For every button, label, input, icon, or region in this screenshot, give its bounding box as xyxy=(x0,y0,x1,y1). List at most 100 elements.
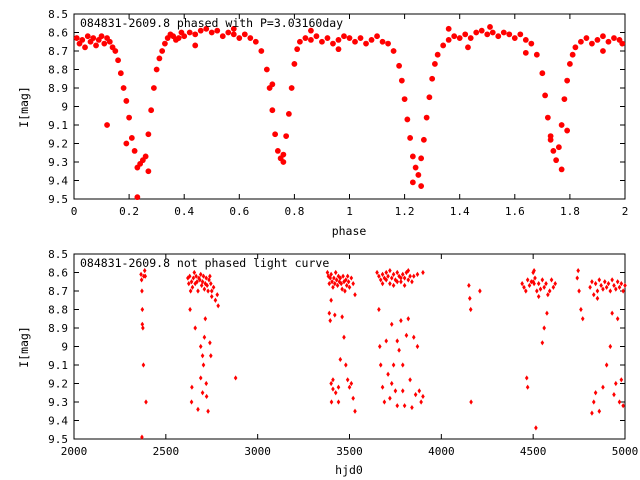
data-point xyxy=(564,77,571,84)
y-tick-label: 8.5 xyxy=(48,248,68,261)
data-point xyxy=(410,279,414,285)
y-tick-label: 8.6 xyxy=(48,267,68,280)
data-point xyxy=(473,29,480,36)
data-point xyxy=(384,338,389,344)
data-point xyxy=(536,281,541,287)
data-point xyxy=(189,399,194,405)
data-point xyxy=(378,343,382,350)
x-tick-label: 4500 xyxy=(520,445,547,458)
data-point xyxy=(611,35,617,41)
data-point xyxy=(413,392,418,398)
data-point xyxy=(351,281,355,287)
data-point xyxy=(391,282,396,289)
data-point xyxy=(467,35,474,41)
data-point xyxy=(397,347,401,353)
data-point xyxy=(395,279,400,285)
data-point xyxy=(339,281,344,287)
data-point xyxy=(594,37,601,43)
data-point xyxy=(347,384,352,390)
data-point xyxy=(335,37,342,43)
data-point xyxy=(605,38,612,45)
y-tick-label: 8.5 xyxy=(48,8,68,21)
data-point xyxy=(576,268,580,274)
data-point xyxy=(209,293,214,300)
x-tick-label: 2000 xyxy=(61,445,88,458)
data-point xyxy=(456,35,463,41)
data-point xyxy=(547,288,552,294)
y-tick-label: 9.1 xyxy=(48,359,68,372)
data-point xyxy=(139,271,143,277)
data-point xyxy=(386,273,390,279)
data-point xyxy=(524,288,528,294)
data-point xyxy=(201,273,206,279)
data-point xyxy=(604,362,609,368)
plot-frame xyxy=(73,13,626,200)
data-point xyxy=(203,316,208,322)
data-point xyxy=(131,147,138,154)
data-point xyxy=(181,33,188,40)
data-point xyxy=(608,288,613,294)
data-point xyxy=(615,316,620,322)
data-point xyxy=(345,273,350,279)
data-point xyxy=(252,38,259,45)
data-point xyxy=(389,275,394,281)
data-point xyxy=(621,288,625,294)
data-point xyxy=(241,31,248,38)
data-point xyxy=(344,362,348,368)
data-point xyxy=(331,386,335,392)
data-point xyxy=(351,395,355,401)
data-point xyxy=(608,343,613,350)
data-point xyxy=(199,282,204,289)
y-tick-label: 9.5 xyxy=(48,193,68,206)
data-point xyxy=(153,66,160,73)
data-point xyxy=(577,288,581,294)
data-point xyxy=(389,380,394,387)
data-point xyxy=(553,281,558,287)
data-point xyxy=(201,362,206,368)
data-point xyxy=(617,284,622,290)
chart-title: 084831-2609.8 phased with P=3.03160day xyxy=(80,16,343,30)
y-tick-label: 8.7 xyxy=(48,285,68,298)
x-axis-ticks: 0 0.2 0.4 0.6 0.8 1 1.2 1.4 1.6 1.8 2 xyxy=(71,14,628,218)
data-point xyxy=(204,275,209,281)
data-point xyxy=(545,310,549,316)
data-point xyxy=(418,183,425,189)
data-point xyxy=(324,35,331,41)
data-point xyxy=(208,29,215,36)
data-point xyxy=(409,153,416,160)
data-point xyxy=(187,273,192,279)
data-point xyxy=(400,271,405,277)
data-point xyxy=(553,157,560,164)
x-axis-ticks: 2000 2500 3000 3500 4000 4500 5000 xyxy=(61,254,638,458)
data-point xyxy=(209,353,213,359)
data-point xyxy=(90,35,97,41)
phased-light-curve-panel: 8.58.68.78.88.999.19.29.39.49.5 0 0.2 0.4 0… xyxy=(17,8,628,238)
data-point xyxy=(319,38,325,45)
data-point xyxy=(206,408,210,414)
data-point xyxy=(198,375,203,381)
data-point xyxy=(525,384,530,390)
x-tick-label: 1.2 xyxy=(395,205,415,218)
data-point xyxy=(190,384,194,390)
data-point xyxy=(331,284,335,290)
data-points xyxy=(73,24,626,201)
data-point xyxy=(380,271,385,277)
data-point xyxy=(329,380,333,387)
data-point xyxy=(73,35,80,41)
data-point xyxy=(285,111,292,117)
data-point xyxy=(115,57,121,64)
data-point xyxy=(308,37,314,43)
data-point xyxy=(341,33,347,40)
data-point xyxy=(555,144,562,151)
y-tick-label: 9.4 xyxy=(48,415,68,428)
data-point xyxy=(561,96,568,102)
data-point xyxy=(601,286,605,292)
data-point xyxy=(604,284,609,290)
data-point xyxy=(558,122,565,128)
data-point xyxy=(529,279,534,285)
data-point xyxy=(196,288,200,294)
data-point xyxy=(421,269,425,276)
data-point xyxy=(342,279,346,285)
data-point xyxy=(346,35,353,41)
data-point xyxy=(418,155,425,162)
